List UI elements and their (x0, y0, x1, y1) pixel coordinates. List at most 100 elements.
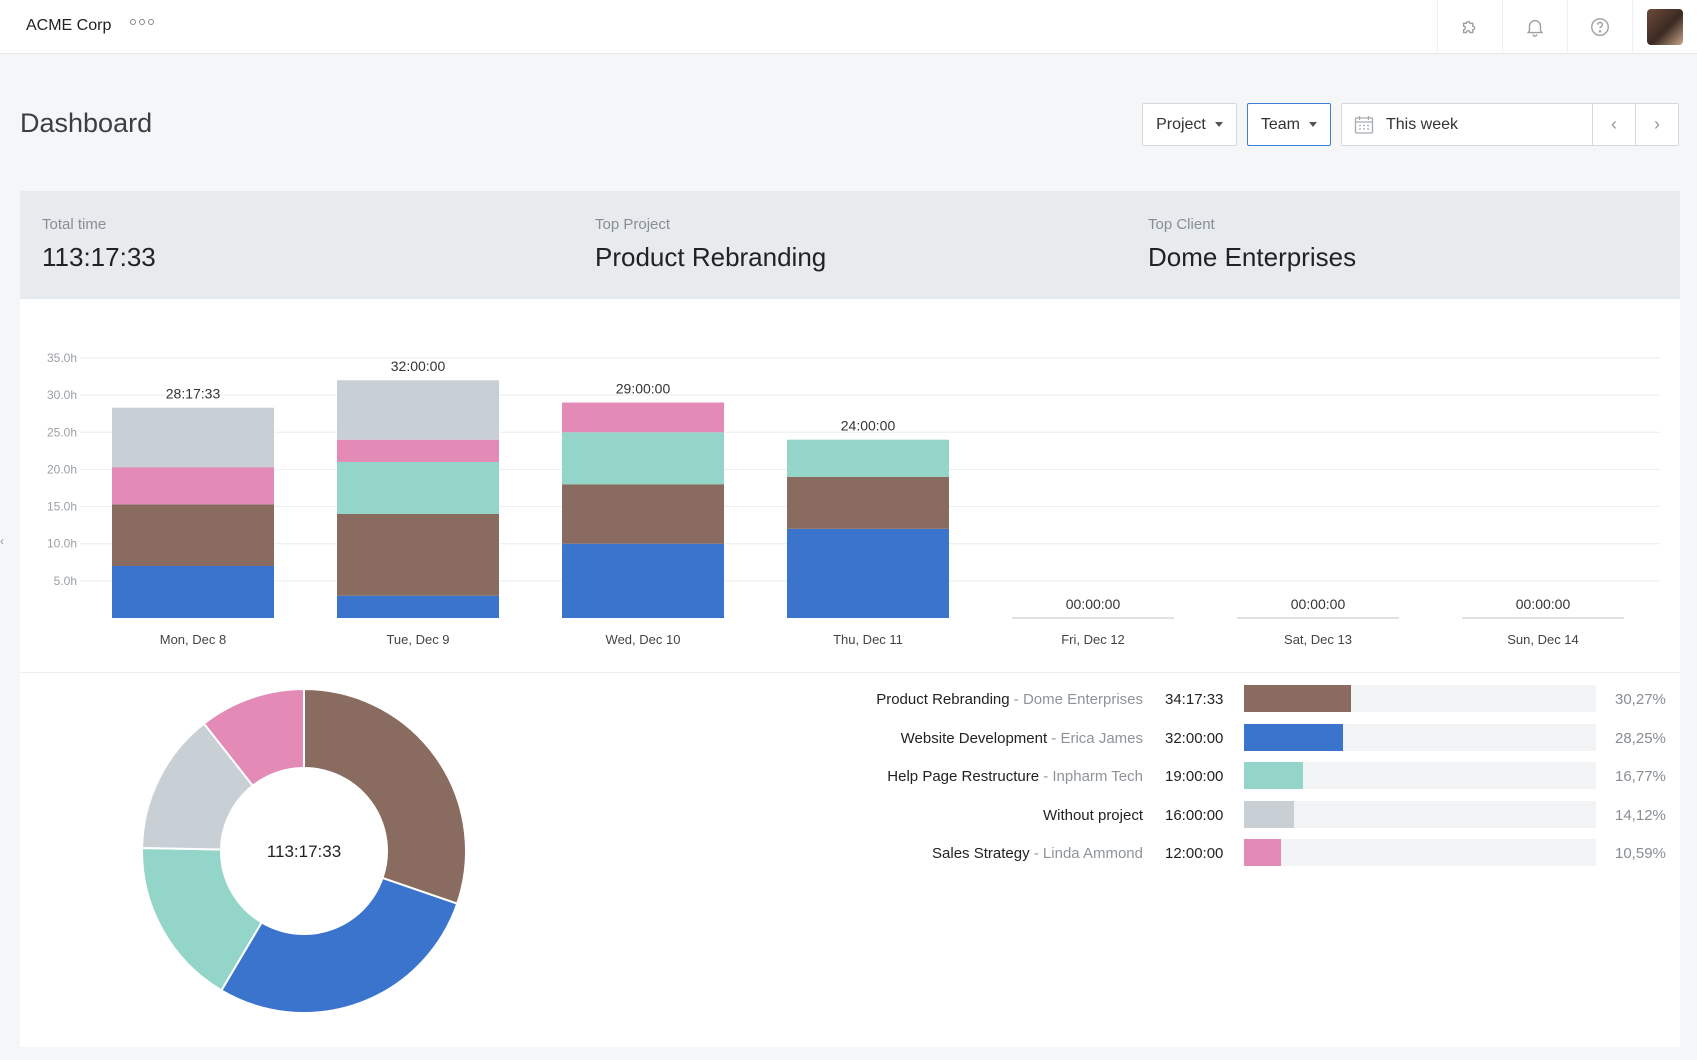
team-filter-label: Team (1260, 115, 1300, 133)
top-client-label: Top Client (1148, 216, 1215, 233)
sidebar-collapse-icon[interactable]: ‹ (0, 534, 4, 548)
breakdown-percent: 28,25% (1615, 729, 1666, 747)
bar-segment[interactable] (562, 402, 724, 433)
bar-segment[interactable] (787, 476, 949, 529)
total-time-value: 113:17:33 (42, 242, 156, 272)
help-button[interactable] (1567, 0, 1632, 54)
page-title: Dashboard (20, 108, 153, 138)
donut-slice[interactable] (141, 847, 264, 992)
breakdown-row[interactable]: Help Page Restructure - Inpharm Tech 19:0… (620, 762, 1666, 807)
more-options-icon[interactable] (130, 19, 154, 25)
bar-total-label: 32:00:00 (391, 358, 446, 374)
top-project-label: Top Project (595, 216, 671, 233)
team-filter-dropdown[interactable]: Team (1246, 103, 1331, 146)
previous-week-button[interactable]: ‹ (1592, 104, 1635, 145)
bar-segment[interactable] (562, 432, 724, 485)
breakdown-bar-fill (1244, 723, 1344, 751)
breakdown-project-label: Product Rebranding - Dome Enterprises (876, 691, 1143, 708)
filters: Project Team This week ‹ › (1142, 103, 1679, 146)
bar-segment[interactable] (562, 543, 724, 618)
project-name: Without project (1042, 806, 1143, 824)
bar-segment[interactable] (337, 595, 499, 618)
breakdown-bar-track (1244, 685, 1596, 712)
breakdown-time: 12:00:00 (1165, 845, 1224, 862)
x-tick-label: Tue, Dec 9 (386, 632, 449, 647)
project-filter-dropdown[interactable]: Project (1142, 103, 1237, 146)
project-name: Website Development (900, 729, 1048, 747)
notifications-button[interactable] (1502, 0, 1567, 54)
org-name[interactable]: ACME Corp (26, 17, 112, 34)
breakdown-percent: 14,12% (1615, 806, 1666, 824)
bar-segment[interactable] (337, 513, 499, 596)
caret-down-icon (1214, 122, 1223, 127)
x-tick-label: Thu, Dec 11 (833, 632, 903, 647)
calendar-icon (1354, 115, 1374, 134)
daily-bar-chart: 5.0h 10.0h 15.0h 20.0h 25.0h 30.0h 35.0h 28:17:… (47, 351, 1660, 647)
bar-total-label: 24:00:00 (841, 418, 896, 434)
y-tick-label: 5.0h (54, 574, 77, 588)
breakdown-time: 32:00:00 (1165, 729, 1224, 747)
top-client-value: Dome Enterprises (1148, 242, 1357, 272)
bar-segment[interactable] (337, 461, 499, 514)
breakdown-percent: 16,77% (1615, 768, 1666, 785)
bar-segment[interactable] (112, 407, 274, 468)
client-name: - Linda Ammond (1029, 845, 1143, 862)
breakdown-row[interactable]: Website Development - Erica James 32:00:0… (620, 723, 1666, 769)
date-range-picker: This week ‹ › (1341, 103, 1679, 146)
donut-slice[interactable] (303, 687, 467, 905)
bar-segment[interactable] (112, 565, 274, 618)
x-tick-label: Sun, Dec 14 (1507, 632, 1579, 647)
donut-slice[interactable] (202, 687, 305, 788)
caret-down-icon (1309, 122, 1317, 127)
project-filter-label: Project (1156, 115, 1206, 133)
bell-icon (1526, 19, 1544, 37)
breakdown-project-label: Without project (1043, 807, 1143, 824)
integrations-button[interactable] (1437, 0, 1502, 54)
breakdown-bar-track (1244, 800, 1596, 828)
bar-total-label: 29:00:00 (616, 381, 671, 397)
breakdown-time: 19:00:00 (1165, 768, 1224, 785)
breakdown-bar-fill (1244, 839, 1282, 866)
breakdown-row[interactable]: Product Rebranding - Dome Enterprises 34:… (620, 685, 1666, 730)
breakdown-row[interactable]: Without project 16:00:00 14,12% (620, 800, 1666, 846)
project-name: Sales Strategy (932, 845, 1030, 862)
top-client-stat: Top Client Dome Enterprises (1148, 216, 1356, 273)
donut-slice[interactable] (219, 876, 459, 1014)
top-icons (1437, 0, 1697, 54)
breakdown-project-label: Website Development - Erica James (901, 730, 1143, 747)
y-tick-label: 15.0h (47, 500, 77, 514)
breakdown-row[interactable]: Sales Strategy - Linda Ammond 12:00:00 10,… (620, 839, 1666, 884)
breakdown-bar-fill (1244, 762, 1304, 789)
date-range-button[interactable]: This week (1342, 104, 1592, 145)
donut-center-label: 113:17:33 (267, 842, 341, 861)
top-bar: ACME Corp (0, 0, 1697, 54)
bar-total-label: 00:00:00 (1516, 596, 1571, 612)
client-name: - Dome Enterprises (1009, 691, 1143, 708)
breakdown-percent: 30,27% (1615, 691, 1666, 708)
x-tick-label: Sat, Dec 13 (1284, 632, 1352, 647)
project-breakdown-list: Product Rebranding - Dome Enterprises 34:… (620, 685, 1666, 884)
bar-segment[interactable] (787, 528, 949, 618)
y-tick-label: 30.0h (47, 388, 77, 402)
y-tick-label: 35.0h (47, 351, 77, 365)
user-menu[interactable] (1632, 0, 1697, 54)
breakdown-bar-track (1244, 839, 1596, 866)
bar-segment[interactable] (787, 439, 949, 477)
x-tick-label: Mon, Dec 8 (160, 632, 226, 647)
bar-segment[interactable] (337, 439, 499, 462)
breakdown-bar-fill (1244, 685, 1351, 712)
breakdown-project-label: Help Page Restructure - Inpharm Tech (887, 768, 1143, 785)
breakdown-project-label: Sales Strategy - Linda Ammond (932, 845, 1143, 862)
bar-segment[interactable] (337, 380, 499, 440)
bar-segment[interactable] (112, 467, 274, 505)
y-tick-label: 25.0h (47, 425, 77, 439)
breakdown-bar-track (1244, 762, 1596, 789)
breakdown-bar-fill (1244, 800, 1294, 828)
next-week-button[interactable]: › (1635, 104, 1678, 145)
bar-segment[interactable] (112, 504, 274, 566)
client-name: - Erica James (1047, 729, 1143, 747)
bar-segment[interactable] (562, 484, 724, 544)
bar-total-label: 00:00:00 (1291, 596, 1346, 612)
top-project-stat: Top Project Product Rebranding (595, 216, 826, 273)
total-time-label: Total time (42, 216, 107, 233)
